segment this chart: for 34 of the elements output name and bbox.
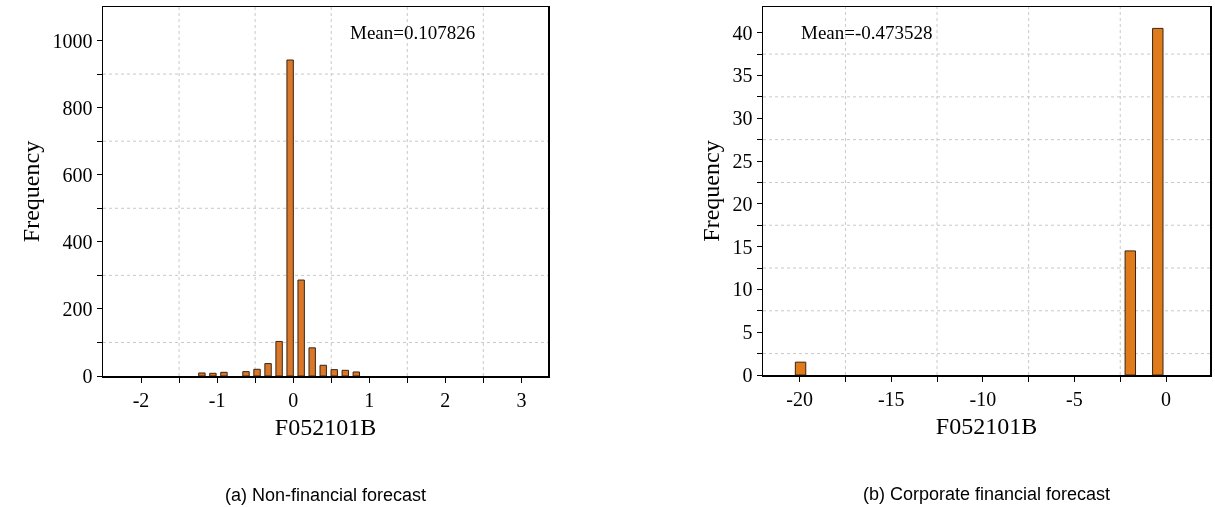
x-tick-label: 0 bbox=[1161, 387, 1172, 410]
x-tick-label: -15 bbox=[877, 387, 905, 410]
y-tick-label: 1000 bbox=[52, 29, 93, 52]
y-tick-label: 40 bbox=[732, 21, 753, 44]
y-tick-label: 5 bbox=[742, 321, 753, 344]
x-tick-label: 2 bbox=[440, 388, 451, 411]
x-axis-title: F052101B bbox=[935, 412, 1038, 439]
y-tick-label: 800 bbox=[62, 96, 93, 119]
y-tick-label: 0 bbox=[742, 364, 753, 386]
x-tick-label: 1 bbox=[364, 388, 375, 411]
annotation: Mean=0.107826 bbox=[350, 22, 476, 43]
x-axis-title: F052101B bbox=[274, 413, 377, 440]
text: (a) Non-financial forecast bbox=[225, 485, 427, 505]
y-tick-label: 0 bbox=[82, 365, 93, 387]
y-axis-title: Frequency bbox=[17, 140, 44, 243]
y-tick-label: 35 bbox=[732, 64, 753, 87]
y-tick-label: 600 bbox=[62, 163, 93, 186]
y-tick-label: 15 bbox=[732, 235, 753, 258]
y-tick-label: 20 bbox=[732, 192, 753, 215]
y-tick-label: 200 bbox=[62, 297, 93, 320]
x-tick-label: -5 bbox=[1066, 387, 1083, 410]
y-tick-label: 400 bbox=[62, 230, 93, 253]
x-tick-label: -1 bbox=[208, 388, 226, 411]
y-tick-label: 10 bbox=[732, 278, 753, 301]
x-tick-label: -20 bbox=[786, 387, 813, 410]
x-tick-label: 3 bbox=[516, 388, 527, 411]
x-tick-label: -10 bbox=[969, 387, 997, 410]
x-tick-label: -2 bbox=[132, 388, 150, 411]
x-tick-label: 0 bbox=[288, 388, 299, 411]
y-tick-label: 30 bbox=[732, 107, 753, 130]
annotation: Mean=-0.473528 bbox=[801, 22, 933, 43]
text: (b) Corporate financial forecast bbox=[863, 484, 1111, 504]
y-axis-title: Frequency bbox=[697, 140, 724, 242]
y-tick-label: 25 bbox=[732, 150, 753, 173]
